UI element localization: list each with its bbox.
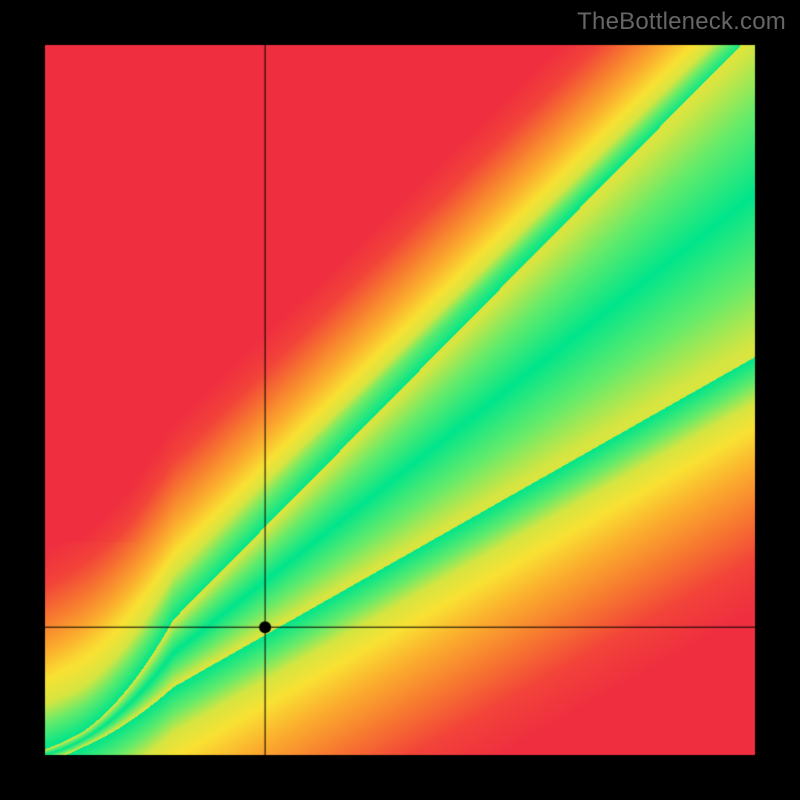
watermark-text: TheBottleneck.com bbox=[577, 8, 786, 36]
bottleneck-heatmap bbox=[0, 0, 800, 800]
